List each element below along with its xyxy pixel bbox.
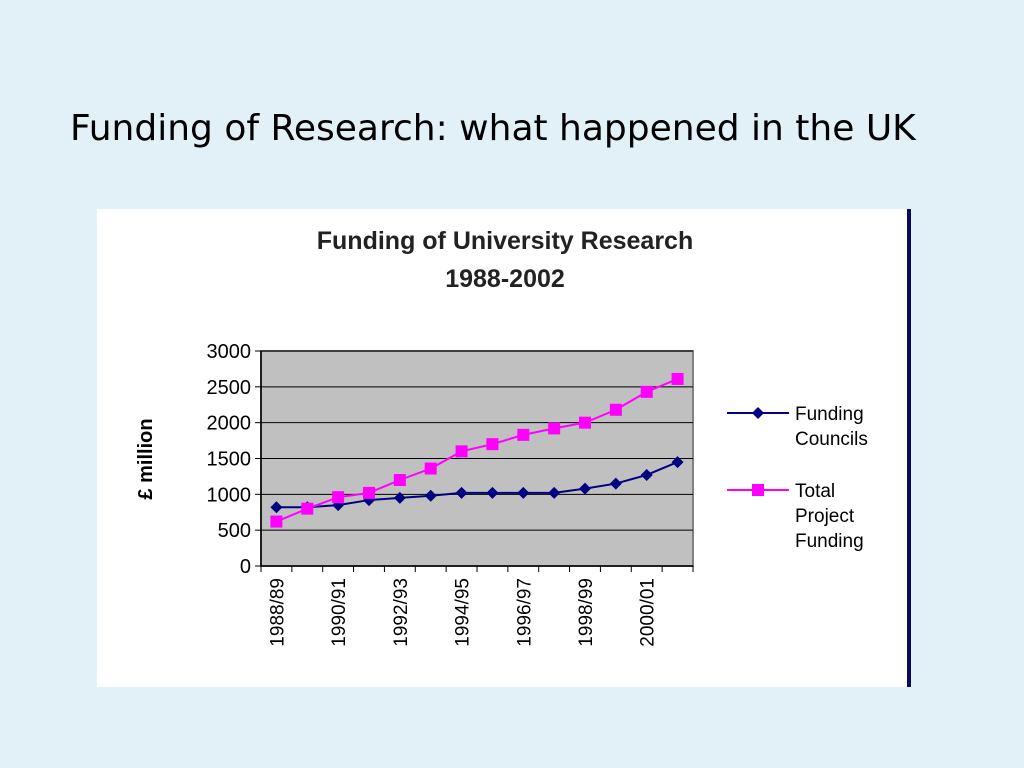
data-point [332,491,345,504]
data-point [548,422,561,435]
x-tick-label: 1996/97 [514,578,535,647]
x-tick-label: 1994/95 [453,578,474,647]
data-point [517,428,530,441]
y-tick-label: 0 [240,556,251,578]
legend-marker [752,407,764,419]
data-point [455,445,468,458]
y-tick-label: 500 [218,520,251,542]
y-tick-label: 1000 [207,484,252,506]
data-point [671,372,684,385]
x-tick-label: 1998/99 [576,578,597,647]
data-point [609,477,622,490]
legend-label: Funding [795,404,864,425]
legend-label: Total [795,481,835,502]
data-point [671,456,684,469]
y-tick-label: 2500 [207,377,252,399]
data-point [301,502,314,515]
y-axis-label: £ million [135,418,157,499]
data-point [640,468,653,481]
y-tick-label: 1500 [207,449,252,471]
data-point [270,501,283,514]
data-point [579,482,591,495]
y-tick-label: 3000 [207,341,252,363]
legend-marker [752,484,764,496]
data-point [517,486,530,499]
x-tick-label: 1992/93 [391,578,412,647]
slide-title: Funding of Research: what happened in th… [70,108,916,149]
chart-panel: Funding of University Research 1988-2002… [97,209,910,687]
data-point [393,474,406,486]
data-point [548,486,561,499]
data-point [486,438,499,451]
legend-label: Councils [795,429,868,450]
data-point [363,486,375,499]
x-tick-label: 1988/89 [267,578,288,647]
chart-title-line-2: 1988-2002 [445,265,565,293]
data-point [393,491,406,504]
panel-right-edge [907,209,911,687]
x-tick-label: 2000/01 [638,578,659,647]
x-tick-label: 1990/91 [329,578,350,647]
chart-title-line-1: Funding of University Research [317,227,693,255]
data-point [486,486,499,499]
data-point [270,515,283,528]
data-point [424,462,437,475]
data-point [455,486,468,499]
legend-label: Funding [795,531,864,552]
y-tick-label: 2000 [207,413,252,435]
data-point [579,416,591,429]
line-chart: Funding of University Research 1988-2002… [135,227,868,647]
data-point [640,385,653,398]
data-point [424,489,437,502]
legend-label: Project [795,506,855,527]
data-point [609,403,622,416]
